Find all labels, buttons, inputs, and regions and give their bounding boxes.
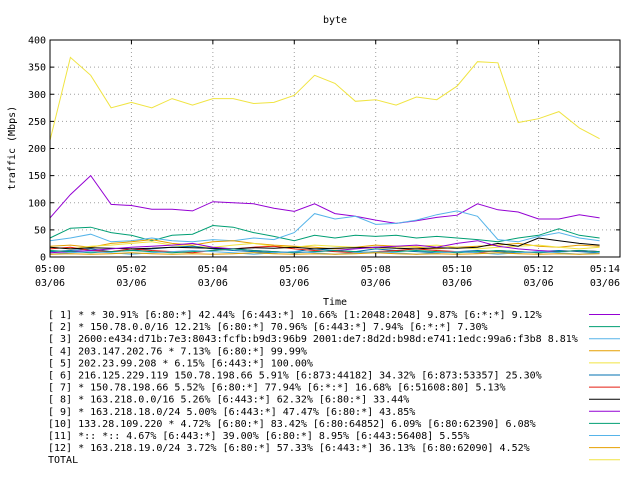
legend-entry-label: [ 1] * * 30.91% [6:80:*] 42.44% [6:443:*… <box>48 310 542 321</box>
series-line-13 <box>49 56 600 141</box>
y-tick-label: 300 <box>28 90 46 101</box>
legend-entry-label: [ 5] 202.23.99.208 * 6.15% [6:443:*] 100… <box>48 358 313 369</box>
chart-title: byte <box>323 15 347 26</box>
x-tick-date-label: 03/06 <box>524 278 554 289</box>
series-line-3 <box>49 210 600 243</box>
series-line-10 <box>49 248 600 254</box>
legend-entry-label: [ 7] * 150.78.198.66 5.52% [6:80:*] 77.9… <box>48 383 506 394</box>
x-tick-date-label: 03/06 <box>116 278 146 289</box>
x-tick-date-label: 03/06 <box>279 278 309 289</box>
x-tick-label: 05:04 <box>198 264 228 275</box>
legend-entry-label: [ 9] * 163.218.18.0/24 5.00% [6:443:*] 4… <box>48 407 415 418</box>
y-tick-label: 150 <box>28 171 46 182</box>
legend-entry-label: [ 8] * 163.218.0.0/16 5.26% [6:443:*] 62… <box>48 395 409 406</box>
x-tick-label: 05:02 <box>116 264 146 275</box>
series-line-5 <box>49 241 600 250</box>
series-line-12 <box>49 252 600 255</box>
y-tick-label: 200 <box>28 144 46 155</box>
y-tick-label: 350 <box>28 63 46 74</box>
legend-entry-label: [ 4] 203.147.202.76 * 7.13% [6:80:*] 99.… <box>48 346 307 357</box>
legend-entry-label: TOTAL <box>48 455 78 466</box>
x-tick-label: 05:08 <box>361 264 391 275</box>
x-tick-label: 05:14 <box>590 264 620 275</box>
x-tick-label: 05:10 <box>442 264 472 275</box>
legend-entry-label: [ 2] * 150.78.0.0/16 12.21% [6:80:*] 70.… <box>48 322 488 333</box>
series-line-2 <box>49 224 600 243</box>
x-tick-date-label: 03/06 <box>442 278 472 289</box>
plot-frame <box>49 39 621 258</box>
legend-entry-label: [10] 133.28.109.220 * 4.72% [6:80:*] 83.… <box>48 419 536 430</box>
series-line-4 <box>49 239 600 250</box>
x-tick-label: 05:12 <box>524 264 554 275</box>
series-line-1 <box>49 174 600 224</box>
x-axis-label: Time <box>323 297 347 308</box>
y-tick-label: 50 <box>34 225 46 236</box>
x-tick-label: 05:06 <box>279 264 309 275</box>
legend-entry-label: [11] *:: *:: 4.67% [6:443:*] 39.00% [6:8… <box>48 431 469 442</box>
x-tick-date-label: 03/06 <box>361 278 391 289</box>
x-tick-date-label: 03/06 <box>35 278 65 289</box>
legend-entry-label: [12] * 163.218.19.0/24 3.72% [6:80:*] 57… <box>48 443 530 454</box>
x-tick-date-label: 03/06 <box>198 278 228 289</box>
y-tick-label: 400 <box>28 36 46 47</box>
y-tick-label: 0 <box>40 253 46 264</box>
x-tick-label: 05:00 <box>35 264 65 275</box>
legend-entry-label: [ 3] 2600:e434:d71b:7e3:8043:fcfb:b9d3:9… <box>48 334 578 345</box>
series-line-8 <box>49 237 600 250</box>
legend-entry-label: [ 6] 216.125.229.119 150.78.198.66 5.91%… <box>48 371 542 382</box>
x-tick-date-label: 03/06 <box>590 278 620 289</box>
y-tick-label: 100 <box>28 198 46 209</box>
y-tick-label: 250 <box>28 117 46 128</box>
y-axis-label: traffic (Mbps) <box>7 106 18 190</box>
